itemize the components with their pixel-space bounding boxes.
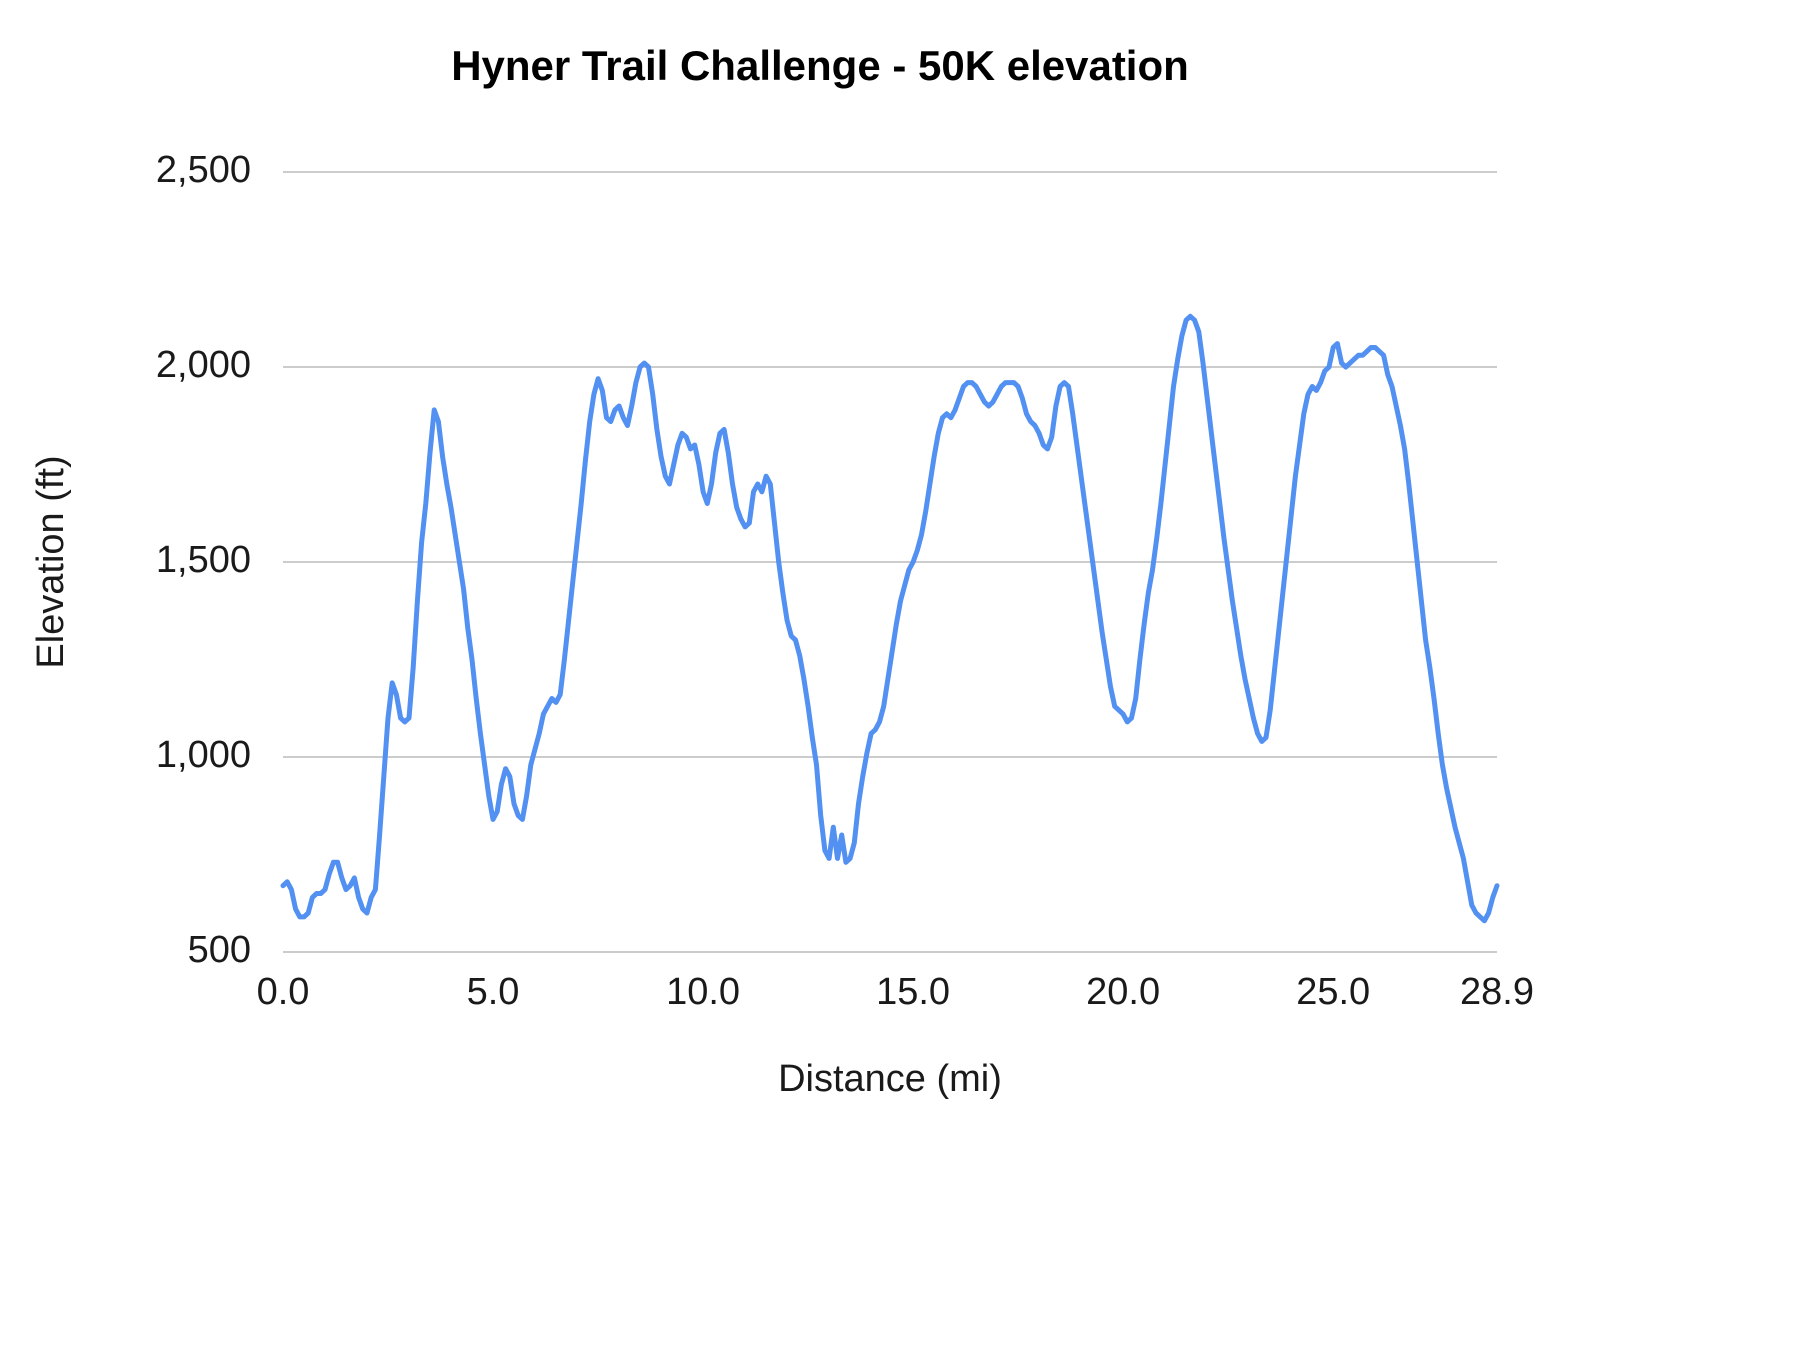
- x-tick-label: 5.0: [467, 971, 520, 1013]
- y-tick-label: 500: [188, 929, 251, 971]
- chart-title: Hyner Trail Challenge - 50K elevation: [451, 42, 1189, 89]
- x-tick-label: 0.0: [257, 971, 310, 1013]
- y-tick-label: 1,000: [156, 734, 251, 776]
- x-tick-label: 20.0: [1086, 971, 1160, 1013]
- x-tick-label: 28.9: [1460, 971, 1534, 1013]
- x-tick-label: 10.0: [666, 971, 740, 1013]
- x-tick-label: 15.0: [876, 971, 950, 1013]
- y-tick-label: 2,000: [156, 344, 251, 386]
- y-tick-label: 2,500: [156, 149, 251, 191]
- y-tick-label: 1,500: [156, 539, 251, 581]
- elevation-line: [280, 313, 1500, 924]
- x-tick-label: 25.0: [1296, 971, 1370, 1013]
- x-axis-title: Distance (mi): [778, 1058, 1002, 1100]
